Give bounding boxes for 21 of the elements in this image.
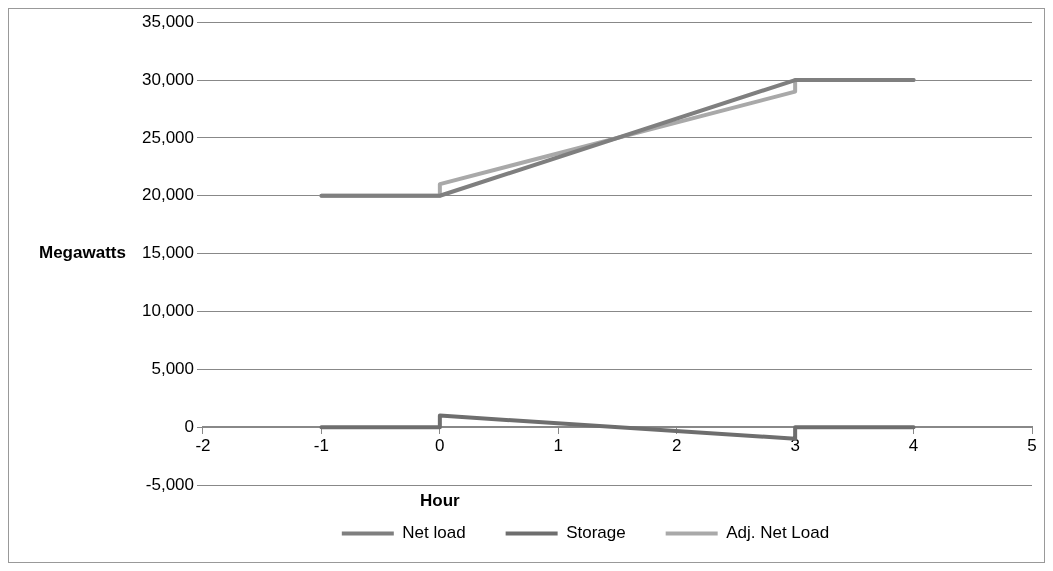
y-tick-label: 25,000 bbox=[142, 127, 194, 147]
y-tick-label: 10,000 bbox=[142, 301, 194, 321]
x-axis-title: Hour bbox=[420, 491, 461, 511]
y-axis-title: Megawatts bbox=[39, 243, 126, 263]
x-tick-label: 4 bbox=[908, 436, 919, 456]
y-tick-label: 20,000 bbox=[142, 185, 194, 205]
legend-label: Adj. Net Load bbox=[726, 523, 830, 543]
y-tick-label: -5,000 bbox=[145, 474, 194, 494]
x-tick-label: 0 bbox=[435, 436, 445, 456]
y-tick-label: 5,000 bbox=[151, 358, 194, 378]
x-tick-label: 5 bbox=[1027, 436, 1037, 456]
x-tick-label: -1 bbox=[313, 436, 329, 456]
legend-label: Net load bbox=[402, 523, 466, 543]
x-tick-label: -2 bbox=[195, 436, 211, 456]
y-tick-label: 15,000 bbox=[142, 243, 194, 263]
x-tick-label: 2 bbox=[671, 436, 682, 456]
y-tick-label: 35,000 bbox=[142, 11, 194, 31]
x-tick-label: 1 bbox=[553, 436, 564, 456]
legend-label: Storage bbox=[566, 523, 626, 543]
y-tick-label: 0 bbox=[184, 416, 194, 436]
y-tick-label: 30,000 bbox=[142, 69, 194, 89]
